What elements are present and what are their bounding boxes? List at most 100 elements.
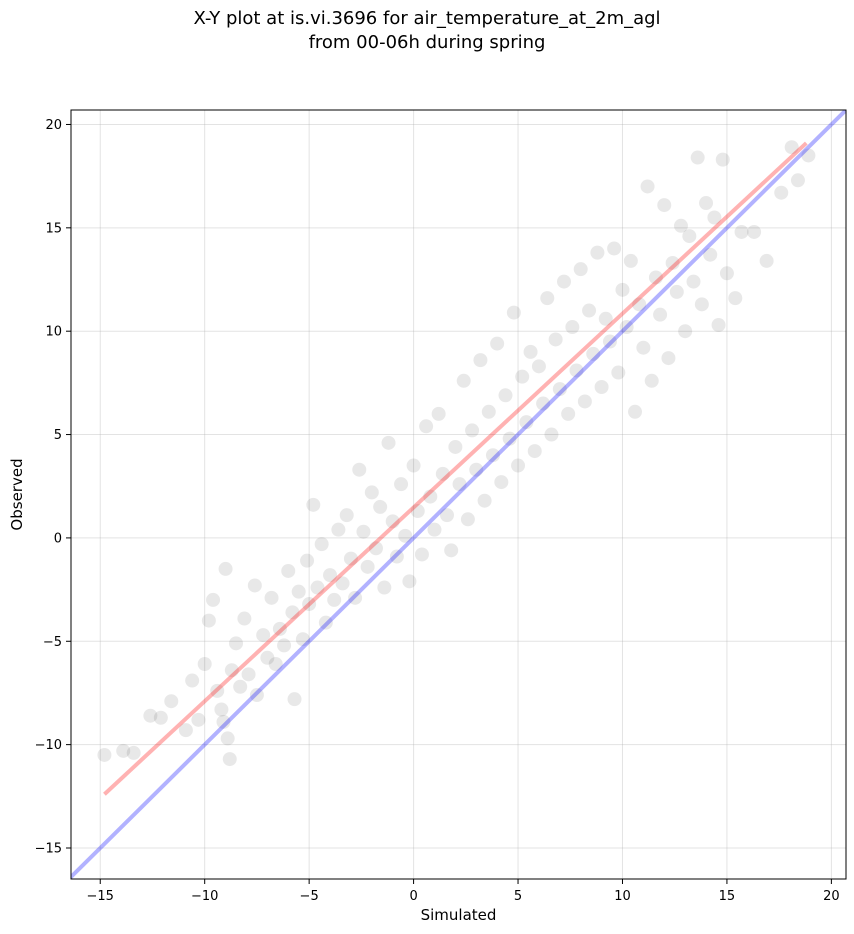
- scatter-point-3: [143, 708, 158, 723]
- scatter-point-128: [682, 229, 697, 244]
- y-tick-label-1: −10: [35, 738, 62, 753]
- scatter-point-139: [734, 224, 749, 239]
- scatter-point-89: [519, 415, 534, 430]
- scatter-point-45: [335, 576, 350, 591]
- x-tick-label-7: 20: [823, 889, 840, 904]
- plot-frame: [70, 109, 847, 880]
- scatter-point-9: [197, 657, 212, 672]
- scatter-point-34: [291, 584, 306, 599]
- x-tick-label-0: −15: [87, 889, 114, 904]
- scatter-point-35: [295, 632, 310, 647]
- scatter-point-63: [410, 504, 425, 519]
- scatter-point-92: [531, 359, 546, 374]
- scatter-point-71: [444, 543, 459, 558]
- scatter-point-28: [268, 657, 283, 672]
- scatter-point-104: [582, 303, 597, 318]
- scatter-point-7: [185, 673, 200, 688]
- scatter-point-14: [216, 714, 231, 729]
- scatter-point-20: [233, 679, 248, 694]
- scatter-point-137: [719, 266, 734, 281]
- scatter-point-50: [356, 524, 371, 539]
- scatter-point-77: [469, 462, 484, 477]
- scatter-point-41: [318, 615, 333, 630]
- grid-lines: [71, 110, 846, 879]
- scatter-point-58: [389, 549, 404, 564]
- scatter-point-39: [310, 580, 325, 595]
- scatter-point-124: [665, 255, 680, 270]
- scatter-point-108: [598, 311, 613, 326]
- scatter-point-1: [116, 743, 131, 758]
- scatter-point-95: [544, 427, 559, 442]
- scatter-point-88: [515, 369, 530, 384]
- scatter-point-59: [394, 477, 409, 492]
- scatter-point-10: [201, 613, 216, 628]
- y-tick-label-6: 15: [45, 221, 62, 236]
- scatter-point-40: [314, 537, 329, 552]
- scatter-point-26: [260, 650, 275, 665]
- scatter-point-22: [241, 667, 256, 682]
- y-tick-label-5: 10: [45, 325, 62, 340]
- x-tick-label-3: 0: [409, 889, 417, 904]
- scatter-point-114: [623, 253, 638, 268]
- scatter-point-48: [348, 590, 363, 605]
- scatter-point-18: [224, 663, 239, 678]
- scatter-point-130: [690, 150, 705, 165]
- x-tick-label-1: −10: [191, 889, 218, 904]
- scatter-point-97: [552, 382, 567, 397]
- scatter-point-32: [285, 605, 300, 620]
- scatter-point-61: [402, 574, 417, 589]
- scatter-point-73: [452, 477, 467, 492]
- scatter-point-106: [590, 245, 605, 260]
- scatter-point-79: [477, 493, 492, 508]
- scatter-point-125: [669, 284, 684, 299]
- scatter-point-12: [210, 683, 225, 698]
- scatter-point-62: [406, 458, 421, 473]
- scatter-point-80: [481, 404, 496, 419]
- scatter-point-43: [327, 592, 342, 607]
- scatter-point-136: [715, 152, 730, 167]
- x-tick-label-2: −5: [300, 889, 319, 904]
- scatter-point-67: [427, 522, 442, 537]
- scatter-point-66: [423, 489, 438, 504]
- scatter-point-131: [694, 297, 709, 312]
- scatter-point-46: [339, 508, 354, 523]
- scatter-point-49: [352, 462, 367, 477]
- scatter-point-8: [191, 712, 206, 727]
- scatter-point-138: [728, 291, 743, 306]
- scatter-point-142: [774, 185, 789, 200]
- scatter-point-117: [636, 340, 651, 355]
- scatter-point-116: [632, 297, 647, 312]
- scatter-point-120: [648, 270, 663, 285]
- scatter-point-129: [686, 274, 701, 289]
- scatter-point-143: [784, 140, 799, 155]
- scatter-point-141: [759, 253, 774, 268]
- scatter-point-68: [431, 406, 446, 421]
- scatter-point-118: [640, 179, 655, 194]
- scatter-point-81: [485, 448, 500, 463]
- x-tick-label-6: 15: [719, 889, 736, 904]
- scatter-point-38: [306, 497, 321, 512]
- scatter-point-119: [644, 373, 659, 388]
- x-axis-label: Simulated: [421, 906, 497, 924]
- scatter-point-69: [435, 466, 450, 481]
- scatter-point-127: [678, 324, 693, 339]
- scatter-point-23: [247, 578, 262, 593]
- scatter-point-47: [343, 551, 358, 566]
- scatter-point-133: [703, 247, 718, 262]
- scatter-point-27: [264, 590, 279, 605]
- scatter-point-87: [511, 458, 526, 473]
- scatter-point-25: [256, 628, 271, 643]
- scatter-point-19: [229, 636, 244, 651]
- y-tick-label-7: 20: [45, 118, 62, 133]
- scatter-point-121: [653, 307, 668, 322]
- scatter-point-107: [594, 380, 609, 395]
- scatter-point-76: [465, 423, 480, 438]
- scatter-point-123: [661, 351, 676, 366]
- fit-line-2: [71, 110, 846, 879]
- scatter-point-126: [673, 218, 688, 233]
- scatter-point-85: [502, 431, 517, 446]
- scatter-point-112: [615, 282, 630, 297]
- scatter-point-44: [331, 522, 346, 537]
- scatter-point-11: [206, 592, 221, 607]
- scatter-point-5: [164, 694, 179, 709]
